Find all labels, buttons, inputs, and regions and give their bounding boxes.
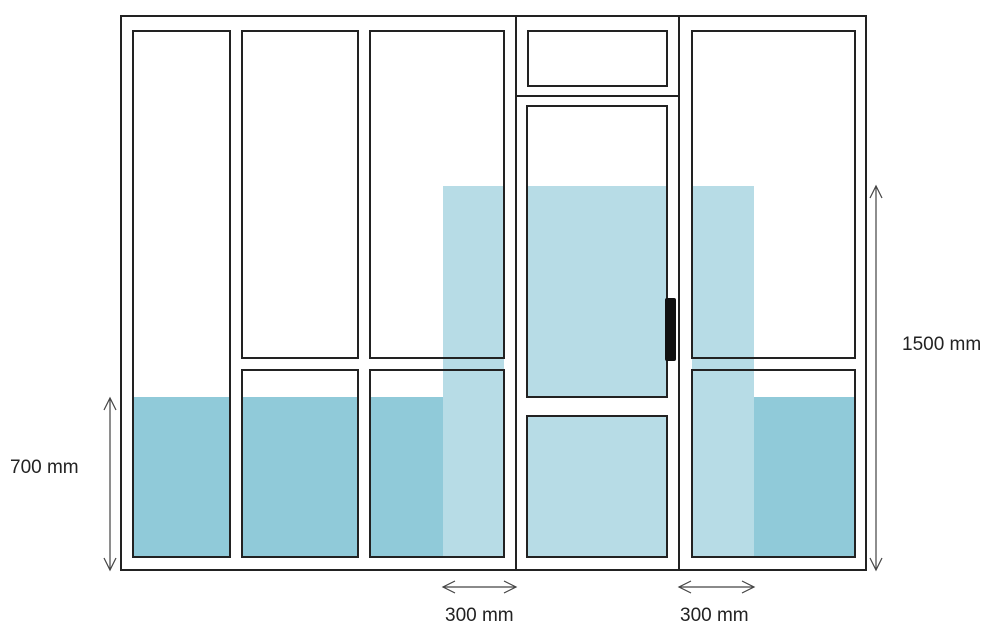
door-handle-icon [665, 298, 676, 361]
low-band-pane-3 [370, 397, 443, 557]
low-band-pane-2 [242, 397, 358, 557]
dim-700-arrow-bottom [103, 557, 117, 572]
low-band-pane-right [754, 397, 855, 557]
high-band-door-lower [527, 416, 667, 557]
dim-300-left-arrow-start [441, 580, 456, 594]
label-300mm-left: 300 mm [445, 605, 514, 626]
label-700mm: 700 mm [10, 457, 79, 478]
dim-700-arrow-top [103, 396, 117, 411]
pane-left-2-upper [241, 30, 359, 359]
dim-300-right-arrow-end [741, 580, 756, 594]
dim-1500-arrow-top [869, 184, 883, 199]
dim-300-right-arrow-start [677, 580, 692, 594]
high-band-left-strip [443, 186, 504, 557]
outer-frame [120, 15, 867, 571]
dim-1500-arrow-bottom [869, 557, 883, 572]
label-300mm-right: 300 mm [680, 605, 749, 626]
pane-left-2-lower [241, 369, 359, 558]
frame [120, 15, 867, 571]
pane-left-1 [132, 30, 231, 558]
pane-left-3-upper [369, 30, 505, 359]
pane-right-lower [691, 369, 856, 558]
high-band-door-upper [527, 186, 667, 397]
pane-right-upper [691, 30, 856, 359]
high-band-right-strip [692, 186, 754, 557]
transom-pane [527, 30, 668, 87]
door-pane-lower [526, 415, 668, 558]
low-band-700mm [133, 397, 855, 557]
dimension-lines [103, 184, 883, 594]
low-band-pane-1 [133, 397, 230, 557]
label-1500mm: 1500 mm [902, 334, 981, 355]
high-band-1500mm [443, 186, 754, 557]
door-pane-upper [526, 105, 668, 398]
dim-300-left-arrow-end [503, 580, 518, 594]
pane-left-3-lower [369, 369, 505, 558]
